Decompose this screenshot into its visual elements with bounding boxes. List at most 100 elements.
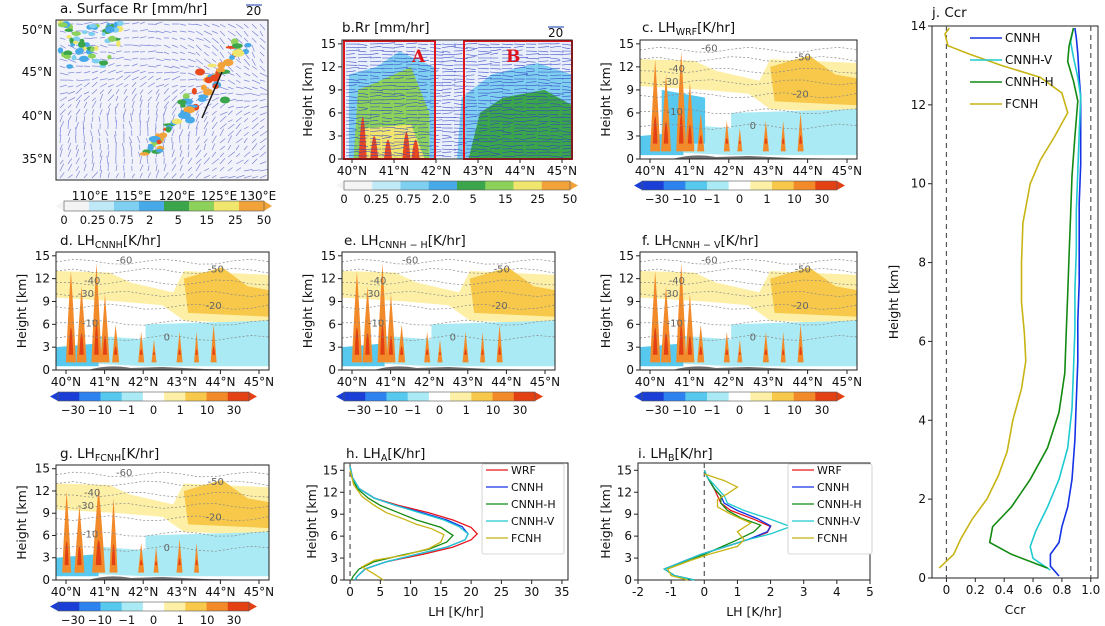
ylabel: Height [km] xyxy=(886,265,901,339)
wind-vector xyxy=(381,47,395,49)
wind-vector xyxy=(513,129,526,132)
convective-tower xyxy=(462,331,469,363)
wind-vector xyxy=(345,70,356,73)
rain-cell xyxy=(101,32,106,36)
convective-core xyxy=(195,349,198,355)
box-b-label: B xyxy=(506,47,520,67)
convective-core xyxy=(498,346,501,355)
contour-label: -50 xyxy=(208,265,224,276)
lh-colorbar-tick-label: −30 xyxy=(347,403,371,417)
wind-vector xyxy=(381,50,396,53)
wind-vector xyxy=(219,138,226,144)
wind-vector xyxy=(465,144,479,146)
wind-vector xyxy=(235,58,242,64)
rain-cell xyxy=(88,31,96,37)
cool-layer xyxy=(384,335,432,367)
wind-vector xyxy=(525,124,539,126)
ytick-label: 6 xyxy=(918,334,926,348)
wind-vector xyxy=(243,151,251,158)
wind-vector xyxy=(121,142,125,151)
wind-vector xyxy=(477,75,488,78)
wind-vector xyxy=(537,145,551,147)
contour-label: -40 xyxy=(669,64,685,75)
wind-vector xyxy=(537,126,550,129)
ytick-label: 3 xyxy=(626,129,634,143)
ytick-label: 6 xyxy=(42,528,50,542)
lh-colorbar-swatch xyxy=(707,181,730,190)
wind-vector xyxy=(525,74,539,76)
wind-vector xyxy=(441,68,454,71)
wind-vector xyxy=(465,105,477,108)
lh-field: -60 -50 -40 -30 -20 -10 0 xyxy=(640,40,857,159)
wind-vector xyxy=(259,58,264,64)
wind-vector xyxy=(195,58,204,65)
wind-vector xyxy=(453,47,468,49)
panel-a-colorbar-tick-label: 25 xyxy=(228,213,243,227)
xlabel: LH [K/hr] xyxy=(726,604,782,619)
wind-vector xyxy=(99,109,103,116)
ytick-label: 9 xyxy=(330,507,338,521)
wind-vector xyxy=(441,137,452,139)
wind-vector xyxy=(465,123,478,125)
convective-tower xyxy=(780,120,786,152)
lh-colorbar-swatch xyxy=(513,392,536,401)
wind-vector xyxy=(489,129,504,132)
convective-tower xyxy=(723,331,730,363)
lh-colorbar-swatch xyxy=(79,602,101,611)
wind-vector xyxy=(561,68,571,71)
xtick-label: 43°N xyxy=(753,164,783,178)
convective-tower xyxy=(737,339,743,363)
lh-field: -60 -50 -40 -30 -20 -10 0 xyxy=(342,252,555,370)
wind-vector xyxy=(525,103,539,105)
xtick-label: 0.8 xyxy=(1052,583,1071,597)
xtick-label: 30 xyxy=(524,585,539,599)
wind-vector xyxy=(441,141,454,143)
ylabel: Height [km] xyxy=(14,485,29,559)
wind-vector xyxy=(171,107,177,116)
wind-vector xyxy=(235,129,242,137)
contour-label: -10 xyxy=(368,319,384,330)
wind-vector xyxy=(243,137,248,144)
convective-core xyxy=(687,124,692,144)
wind-vector xyxy=(381,154,395,157)
panel-i-title: i. LHB[K/hr] xyxy=(638,446,713,464)
lh-colorbar-extend-low xyxy=(634,181,642,190)
wind-vector xyxy=(99,21,108,25)
wind-vector xyxy=(477,110,492,112)
wind-vector xyxy=(146,156,149,165)
panel-b-ref-vector-label: 20 xyxy=(548,26,563,40)
panel-b-colorbar-tick-label: 0.75 xyxy=(396,192,422,206)
wind-vector xyxy=(195,65,201,69)
contour-label: 0 xyxy=(164,543,170,554)
wind-vector xyxy=(417,113,430,116)
ytick-label: 0 xyxy=(624,573,632,587)
lh-colorbar-swatch xyxy=(642,392,665,401)
wind-vector xyxy=(163,88,169,95)
wind-vector xyxy=(259,65,266,72)
wind-vector xyxy=(83,65,90,67)
rain-cell xyxy=(139,152,150,156)
wind-vector xyxy=(235,79,241,83)
wind-vector xyxy=(345,96,358,98)
panel-a-cross-section-line xyxy=(201,71,223,119)
wind-vector xyxy=(147,82,156,88)
wind-vector xyxy=(489,87,504,90)
convective-core xyxy=(212,346,215,355)
wind-vector xyxy=(145,137,149,144)
wind-vector xyxy=(259,151,267,158)
panel-f: f. LHCNNH − V[K/hr] -60 -50 -40 -30 -20 -10 0 0… xyxy=(598,233,862,417)
wind-vector xyxy=(235,137,243,144)
cool-layer xyxy=(98,335,146,367)
wind-vector xyxy=(477,84,490,87)
wind-vector xyxy=(147,37,155,39)
wind-vector xyxy=(537,46,550,48)
wind-vector xyxy=(251,131,259,137)
wind-vector xyxy=(251,23,257,29)
wind-vector xyxy=(243,159,249,165)
wind-vector xyxy=(345,61,357,63)
wind-vector xyxy=(251,111,257,116)
wind-vector xyxy=(549,94,561,97)
wind-vector xyxy=(243,86,252,91)
wind-vector xyxy=(251,72,258,78)
wind-vector xyxy=(163,172,169,179)
